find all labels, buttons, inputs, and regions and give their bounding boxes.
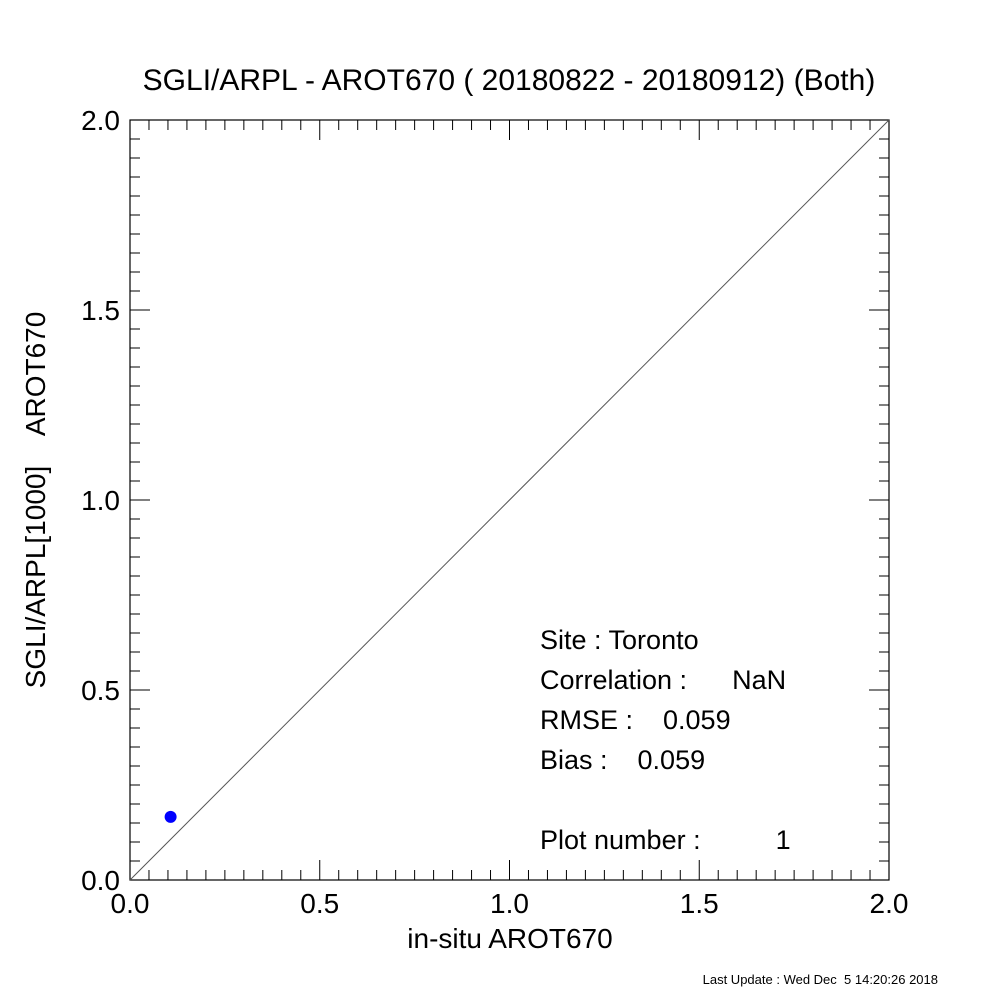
stat-bias: Bias : 0.059: [540, 745, 705, 775]
x-axis-label: in-situ AROT670: [407, 923, 612, 954]
x-tick-label: 1.5: [680, 888, 719, 919]
plot-area: 0.0 0.5 1.0 1.5 2.0 0.0 0.5 1.0 1.5 2.0: [81, 105, 908, 919]
x-tick-label: 0.0: [111, 888, 150, 919]
y-tick-label: 0.5: [81, 675, 120, 706]
last-update-footer: Last Update : Wed Dec 5 14:20:26 2018: [703, 972, 938, 987]
one-to-one-line: [129, 119, 890, 881]
stat-site: Site : Toronto: [540, 625, 699, 655]
y-tick-label: 1.0: [81, 485, 120, 516]
y-tick-label: 0.0: [81, 865, 120, 896]
y-tick-label: 2.0: [81, 105, 120, 136]
statistics-panel: Site : Toronto Correlation : NaN RMSE : …: [540, 625, 791, 855]
data-point: [164, 810, 177, 823]
stat-plot-number: Plot number : 1: [540, 825, 791, 855]
y-tick-label: 1.5: [81, 295, 120, 326]
x-tick-label: 2.0: [870, 888, 909, 919]
x-tick-label: 0.5: [300, 888, 339, 919]
stat-rmse: RMSE : 0.059: [540, 705, 731, 735]
stat-correlation: Correlation : NaN: [540, 665, 786, 695]
y-axis-label: SGLI/ARPL[1000] AROT670: [20, 312, 51, 689]
chart-title: SGLI/ARPL - AROT670 ( 20180822 - 2018091…: [143, 64, 876, 97]
x-tick-label: 1.0: [490, 888, 529, 919]
